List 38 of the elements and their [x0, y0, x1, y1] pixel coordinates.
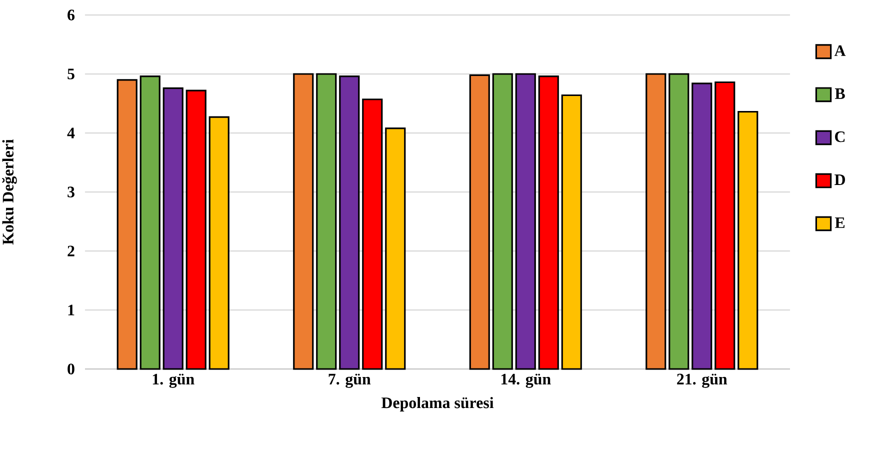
x-axis-title: Depolama süresi — [381, 396, 494, 412]
bar — [738, 110, 758, 370]
bar — [140, 76, 160, 370]
legend-label: E — [834, 217, 845, 228]
legend-label: D — [834, 174, 845, 185]
bar — [692, 82, 712, 370]
y-tick-label: 6 — [68, 10, 75, 20]
bar — [339, 76, 360, 370]
legend-label: A — [834, 45, 846, 56]
bar — [208, 116, 230, 370]
bar — [186, 90, 206, 370]
bar — [316, 73, 337, 370]
legend-label: C — [835, 131, 845, 142]
x-tick-label: 21. gün — [677, 374, 728, 388]
y-tick-label: 0 — [68, 364, 74, 374]
y-tick-label: 1 — [68, 304, 74, 316]
x-tick-label: 1. gün — [152, 374, 194, 388]
bar — [668, 73, 690, 370]
y-axis-title: Koku Değerleri — [2, 139, 17, 245]
bar — [538, 76, 559, 370]
legend-label: B — [834, 88, 845, 99]
bar — [714, 81, 736, 370]
bar — [469, 74, 490, 370]
bar — [561, 94, 582, 370]
y-tick-label: 5 — [68, 68, 74, 80]
bar — [646, 73, 666, 370]
bar — [515, 73, 536, 370]
y-tick-label: 2 — [68, 246, 74, 256]
bar — [293, 73, 314, 370]
bar — [362, 98, 383, 370]
bar — [492, 73, 513, 370]
bar — [116, 79, 138, 370]
bar — [162, 87, 184, 370]
bar — [385, 127, 406, 370]
x-tick-label: 14. gün — [501, 374, 551, 388]
y-tick-label: 4 — [67, 128, 75, 138]
y-tick-label: 3 — [68, 186, 74, 198]
x-tick-label: 7. gün — [328, 374, 371, 388]
